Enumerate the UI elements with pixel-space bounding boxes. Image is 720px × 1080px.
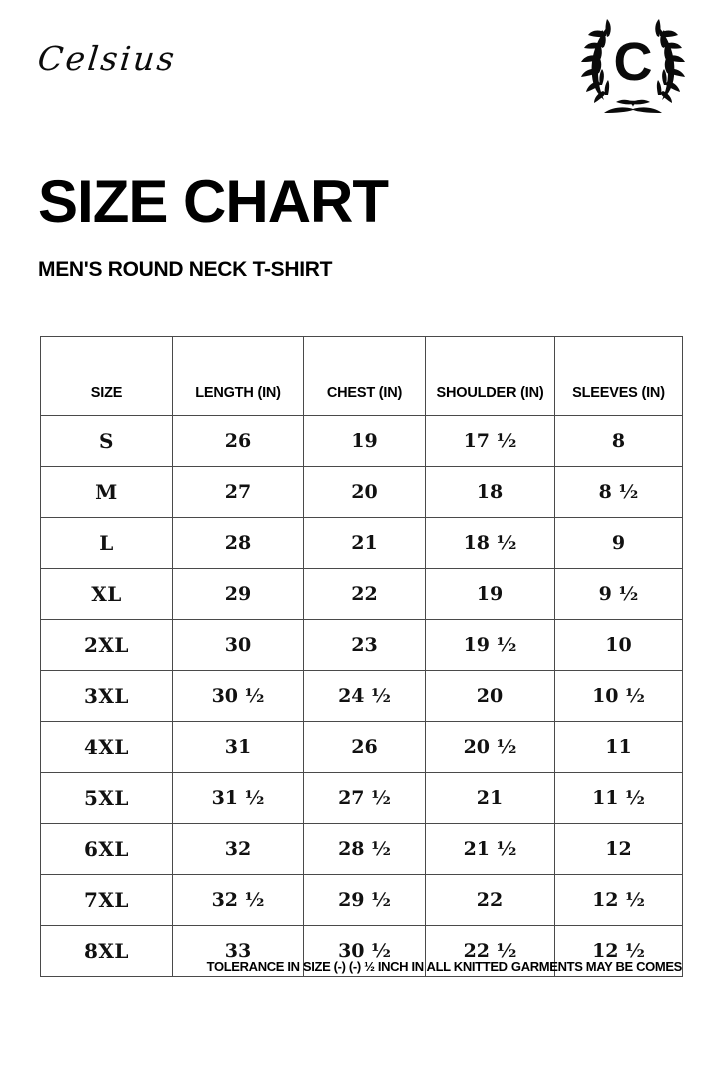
cell-sleeves: 10: [554, 619, 683, 671]
cell-size: 7XL: [40, 874, 173, 926]
tolerance-note: TOLERANCE IN SIZE (-) (-) ½ INCH IN ALL …: [206, 959, 683, 974]
cell-chest: 29 ½: [303, 874, 426, 926]
cell-size: 4XL: [40, 721, 173, 773]
cell-sleeves: 9 ½: [554, 568, 683, 620]
table-row: L 28 21 18 ½ 9: [40, 517, 683, 569]
cell-size: 3XL: [40, 670, 173, 722]
cell-length: 28: [172, 517, 304, 569]
column-header-shoulder: SHOULDER (IN): [425, 336, 555, 416]
cell-chest: 22: [303, 568, 426, 620]
table-row: M 27 20 18 8 ½: [40, 466, 683, 518]
cell-length: 30: [172, 619, 304, 671]
cell-shoulder: 20: [425, 670, 555, 722]
cell-shoulder: 18 ½: [425, 517, 555, 569]
cell-shoulder: 17 ½: [425, 415, 555, 467]
cell-size: 6XL: [40, 823, 173, 875]
cell-sleeves: 12: [554, 823, 683, 875]
size-chart-table-container: SIZE LENGTH (IN) CHEST (IN) SHOULDER (IN…: [40, 336, 683, 977]
table-row: 6XL 32 28 ½ 21 ½ 12: [40, 823, 683, 875]
cell-sleeves: 10 ½: [554, 670, 683, 722]
page-subtitle: MEN'S ROUND NECK T-SHIRT: [38, 258, 333, 281]
logo-letter-c: C: [614, 32, 653, 92]
cell-chest: 19: [303, 415, 426, 467]
cell-sleeves: 12 ½: [554, 925, 683, 977]
table-row: 7XL 32 ½ 29 ½ 22 12 ½: [40, 874, 683, 926]
brand-wordmark: Celsius: [35, 39, 179, 78]
table-row: 3XL 30 ½ 24 ½ 20 10 ½: [40, 670, 683, 722]
table-row: 5XL 31 ½ 27 ½ 21 11 ½: [40, 772, 683, 824]
table-row: 2XL 30 23 19 ½ 10: [40, 619, 683, 671]
page-title: SIZE CHART: [38, 168, 389, 235]
table-row: XL 29 22 19 9 ½: [40, 568, 683, 620]
cell-length: 29: [172, 568, 304, 620]
cell-sleeves: 11 ½: [554, 772, 683, 824]
cell-shoulder: 21: [425, 772, 555, 824]
cell-chest: 26: [303, 721, 426, 773]
cell-sleeves: 8 ½: [554, 466, 683, 518]
cell-length: 33: [172, 925, 304, 977]
cell-length: 31 ½: [172, 772, 304, 824]
column-header-length: LENGTH (IN): [172, 336, 304, 416]
cell-chest: 20: [303, 466, 426, 518]
table-header-row: SIZE LENGTH (IN) CHEST (IN) SHOULDER (IN…: [40, 336, 683, 416]
table-row: 4XL 31 26 20 ½ 11: [40, 721, 683, 773]
table-row: 8XL 33 30 ½ 22 ½ 12 ½: [40, 925, 683, 977]
cell-length: 26: [172, 415, 304, 467]
cell-size: M: [40, 466, 173, 518]
cell-shoulder: 20 ½: [425, 721, 555, 773]
cell-chest: 21: [303, 517, 426, 569]
cell-shoulder: 19: [425, 568, 555, 620]
table-row: S 26 19 17 ½ 8: [40, 415, 683, 467]
cell-sleeves: 11: [554, 721, 683, 773]
cell-size: 5XL: [40, 772, 173, 824]
cell-shoulder: 19 ½: [425, 619, 555, 671]
cell-shoulder: 22 ½: [425, 925, 555, 977]
cell-chest: 28 ½: [303, 823, 426, 875]
cell-shoulder: 22: [425, 874, 555, 926]
cell-sleeves: 8: [554, 415, 683, 467]
column-header-chest: CHEST (IN): [303, 336, 426, 416]
brand-header: Celsius: [0, 0, 720, 130]
laurel-wreath-logo-icon: C: [578, 14, 688, 118]
cell-chest: 27 ½: [303, 772, 426, 824]
column-header-size: SIZE: [40, 336, 173, 416]
cell-chest: 24 ½: [303, 670, 426, 722]
cell-shoulder: 21 ½: [425, 823, 555, 875]
cell-size: S: [40, 415, 173, 467]
cell-size: L: [40, 517, 173, 569]
size-chart-table: SIZE LENGTH (IN) CHEST (IN) SHOULDER (IN…: [40, 336, 683, 977]
column-header-sleeves: SLEEVES (IN): [554, 336, 683, 416]
cell-length: 32: [172, 823, 304, 875]
cell-length: 31: [172, 721, 304, 773]
cell-sleeves: 9: [554, 517, 683, 569]
cell-length: 30 ½: [172, 670, 304, 722]
cell-length: 32 ½: [172, 874, 304, 926]
cell-sleeves: 12 ½: [554, 874, 683, 926]
cell-length: 27: [172, 466, 304, 518]
cell-size: XL: [40, 568, 173, 620]
cell-size: 2XL: [40, 619, 173, 671]
cell-chest: 23: [303, 619, 426, 671]
cell-shoulder: 18: [425, 466, 555, 518]
cell-size: 8XL: [40, 925, 173, 977]
